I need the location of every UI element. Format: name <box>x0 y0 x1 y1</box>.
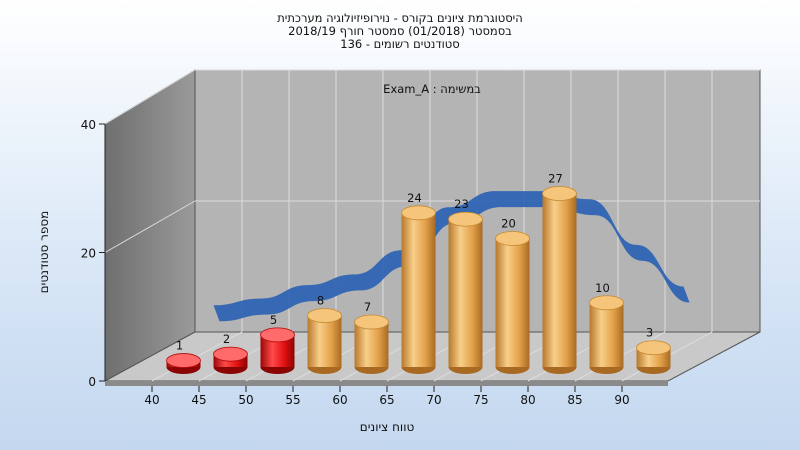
trend-ribbon <box>213 191 690 322</box>
bar-40 <box>166 353 201 374</box>
floor-front-edge <box>105 381 668 386</box>
y-tick-label: 40 <box>81 118 96 132</box>
y-gridline-side <box>104 200 196 253</box>
value-label: 1 <box>176 339 183 353</box>
bar-50 <box>260 327 295 374</box>
value-label: 27 <box>548 172 563 186</box>
bar-75 <box>495 231 530 374</box>
trend-band <box>213 191 690 322</box>
x-tick-label: 50 <box>238 393 253 407</box>
bar-55 <box>307 308 342 374</box>
value-label: 23 <box>454 197 469 211</box>
y-axis-title: מספר סטודנטים <box>37 211 51 294</box>
bar-80 <box>542 186 577 374</box>
y-tick-label: 20 <box>81 247 96 261</box>
bars <box>166 186 671 374</box>
bar-90 <box>636 340 671 374</box>
x-tick-label: 90 <box>614 393 629 407</box>
x-tick-label: 45 <box>191 393 206 407</box>
value-label: 8 <box>317 294 324 308</box>
x-tick-label: 40 <box>144 393 159 407</box>
chart-title-line-3: סטודנטים רשומים - 136 <box>340 37 460 51</box>
x-tick-label: 55 <box>285 393 300 407</box>
value-label: 3 <box>646 326 653 340</box>
x-tick-label: 80 <box>520 393 535 407</box>
value-label: 7 <box>364 300 371 314</box>
value-label: 2 <box>223 332 230 346</box>
value-label: 10 <box>595 281 610 295</box>
y-gridline-side <box>104 69 196 125</box>
bar-70 <box>448 211 483 374</box>
chart-title-line-2: בסמסטר (01/2018) סמסטר חורף 2018/19 <box>288 24 512 38</box>
x-tick-label: 70 <box>426 393 441 407</box>
x-axis-title: טווח ציונים <box>360 420 415 434</box>
x-tick-label: 65 <box>379 393 394 407</box>
x-tick-label: 75 <box>473 393 488 407</box>
chart-title-line-1: היסטוגרמת ציונים בקורס - נוירופיזיולוגיה… <box>277 11 523 25</box>
value-label: 5 <box>270 313 277 327</box>
side-wall <box>104 69 196 382</box>
value-label: 20 <box>501 217 516 231</box>
bar-85 <box>589 295 624 374</box>
x-tick-label: 85 <box>567 393 582 407</box>
value-labels: 1 2 5 8 7 24 23 20 27 10 3 <box>176 172 653 353</box>
value-label: 24 <box>407 191 422 205</box>
exam-annotation: Exam_A : במשימה <box>383 82 481 96</box>
y-tick-label: 0 <box>88 375 96 389</box>
x-tick-label: 60 <box>332 393 347 407</box>
bar-65 <box>401 205 436 374</box>
bar-45 <box>213 346 248 374</box>
bar-60 <box>354 314 389 374</box>
